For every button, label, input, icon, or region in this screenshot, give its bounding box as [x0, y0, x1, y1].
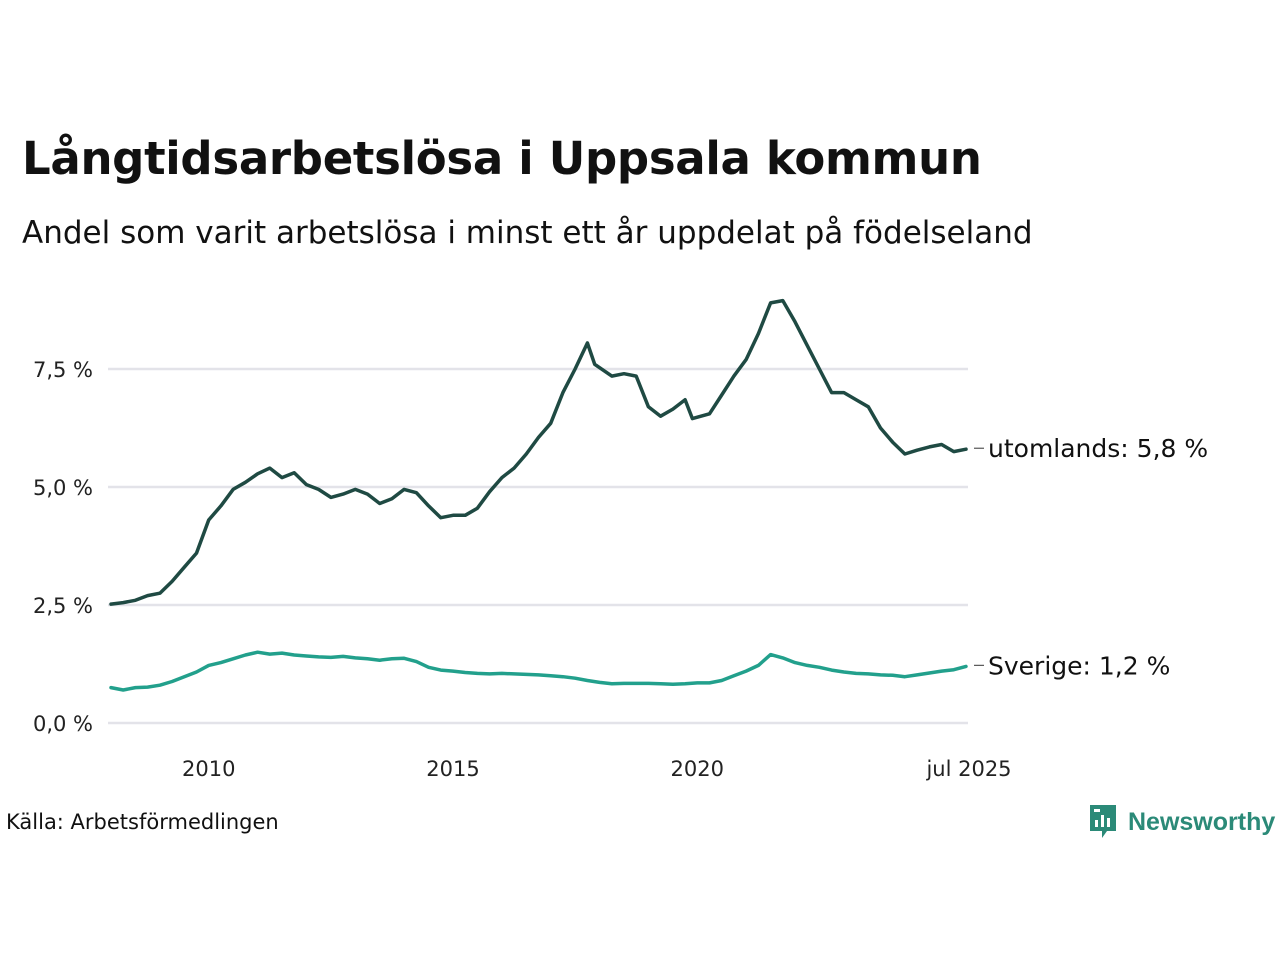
end-labels: utomlands: 5,8 % Sverige: 1,2 %: [974, 434, 1208, 680]
y-tick-label: 2,5 %: [33, 594, 93, 618]
series-line-sverige: [109, 650, 968, 692]
end-label-utomlands: utomlands: 5,8 %: [988, 434, 1208, 463]
chart-title: Långtidsarbetslösa i Uppsala kommun: [22, 132, 982, 185]
source-note: Källa: Arbetsförmedlingen: [6, 810, 279, 834]
chart-subtitle: Andel som varit arbetslösa i minst ett å…: [22, 215, 1033, 251]
x-axis: 2010 2015 2020 jul 2025: [182, 757, 1012, 781]
x-tick-label: jul 2025: [925, 757, 1011, 781]
x-tick-label: 2020: [671, 757, 724, 781]
y-tick-label: 5,0 %: [33, 476, 93, 500]
x-tick-label: 2015: [426, 757, 479, 781]
y-tick-label: 7,5 %: [33, 358, 93, 382]
end-label-sverige: Sverige: 1,2 %: [988, 651, 1170, 680]
x-tick-label: 2010: [182, 757, 235, 781]
newsworthy-logo-icon: [1090, 805, 1116, 838]
series-line-utomlands: [109, 298, 968, 606]
y-axis: 0,0 % 2,5 % 5,0 % 7,5 %: [33, 358, 93, 736]
brand-logo: Newsworthy: [1088, 803, 1275, 841]
y-tick-label: 0,0 %: [33, 712, 93, 736]
series-layer: [109, 298, 968, 692]
grid-layer: [108, 367, 968, 725]
brand-name: Newsworthy: [1128, 807, 1276, 836]
